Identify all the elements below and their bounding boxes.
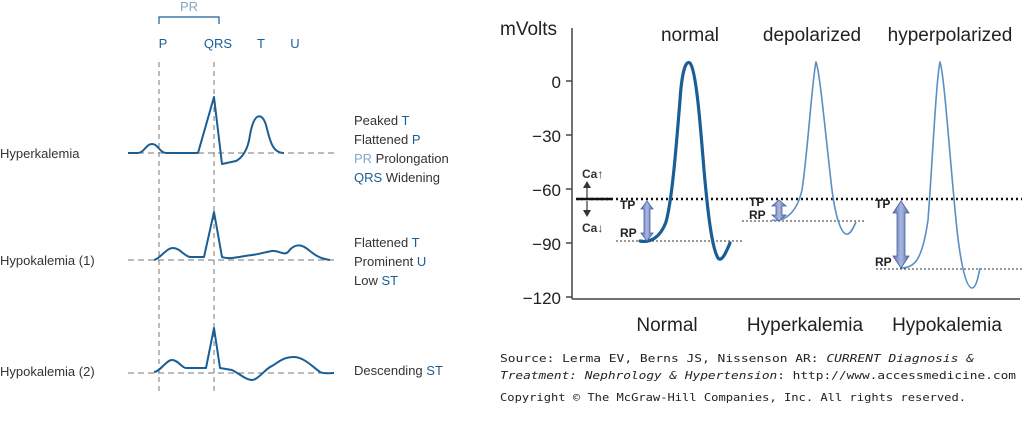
row-name-hyperkalemia: Hyperkalemia (0, 146, 80, 161)
tp-label-normal: TP (620, 198, 635, 212)
wave-label-p: P (159, 36, 168, 51)
ecg-note-line: Descending ST (354, 363, 443, 378)
y-axis-label: mVolts (500, 19, 557, 40)
y-tick-label: −120 (523, 289, 561, 308)
y-tick-label: −60 (532, 181, 561, 200)
ecg-panel: PR P QRS T U Hyperkalemia Hypokalemia (1… (0, 0, 449, 392)
curve-top-label-depolarized: depolarized (763, 25, 861, 46)
curve-bottom-label-hypokalemia: Hypokalemia (892, 315, 1002, 336)
source-line-1: Source: Lerma EV, Berns JS, Nissenson AR… (500, 352, 974, 365)
ecg-note-line: QRS Widening (354, 170, 440, 185)
ecg-notes: Peaked T Flattened P PR Prolongation QRS Wi… (354, 113, 449, 378)
ecg-note-line: Peaked T (354, 113, 409, 128)
rp-label-hyperkalemia: RP (749, 208, 766, 222)
curve-top-label-hyperpolarized: hyperpolarized (888, 25, 1013, 46)
tp-rp-arrow-normal (640, 200, 654, 242)
wave-label-t: T (257, 36, 265, 51)
rp-label-hypokalemia: RP (875, 255, 892, 269)
hypokalemia1-trace (153, 211, 331, 261)
row-name-hypokalemia-1: Hypokalemia (1) (0, 253, 95, 268)
hyperkalemia-trace (128, 96, 285, 165)
wave-label-u: U (290, 36, 299, 51)
action-potential-panel: mVolts 0 −30 −60 −90 −120 (500, 19, 1022, 336)
ca-up-label: Ca↑ (582, 167, 603, 181)
tp-rp-arrow-hyperkalemia (770, 199, 788, 222)
ecg-note-line: Flattened T (354, 235, 420, 250)
tp-label-hyperkalemia: TP (749, 195, 764, 209)
copyright-line: Copyright © The McGraw-Hill Companies, I… (500, 391, 966, 404)
rp-label-normal: RP (620, 226, 637, 240)
curve-bottom-label-hyperkalemia: Hyperkalemia (747, 315, 864, 336)
ecg-note-line: Flattened P (354, 132, 421, 147)
y-tick-label: 0 (552, 73, 561, 92)
tp-rp-arrow-hypokalemia (892, 200, 910, 269)
source-line-2: Treatment: Nephrology & Hypertension: ht… (500, 369, 1016, 382)
ca-arrow-down-head (583, 210, 591, 217)
ap-curve-depolarized (771, 61, 857, 235)
credits: Source: Lerma EV, Berns JS, Nissenson AR… (500, 352, 1016, 404)
ca-arrow-up-head (583, 181, 591, 188)
y-tick-label: −30 (532, 127, 561, 146)
ecg-note-line: Prominent U (354, 254, 426, 269)
row-name-hypokalemia-2: Hypokalemia (2) (0, 364, 95, 379)
curve-top-label-normal: normal (661, 25, 719, 46)
wave-label-qrs: QRS (204, 36, 233, 51)
ca-down-label: Ca↓ (582, 221, 603, 235)
ecg-note-line: PR Prolongation (354, 151, 449, 166)
curve-bottom-label-normal: Normal (636, 315, 697, 336)
hypokalemia2-trace (153, 327, 335, 381)
ap-curve-hyperpolarized (899, 61, 981, 289)
ap-curve-normal (638, 60, 732, 261)
pr-label: PR (180, 0, 198, 14)
y-ticks: 0 −30 −60 −90 −120 (523, 73, 572, 308)
y-tick-label: −90 (532, 235, 561, 254)
ecg-note-line: Low ST (354, 273, 398, 288)
tp-label-hypokalemia: TP (875, 197, 890, 211)
pr-bracket (158, 16, 220, 24)
